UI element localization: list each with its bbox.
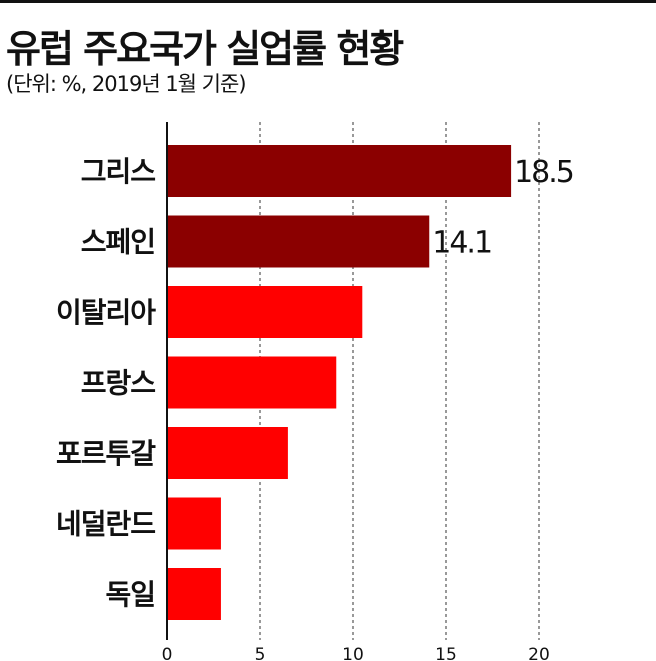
bar-0 (167, 145, 512, 197)
x-tick-label: 15 (435, 645, 457, 661)
category-label: 스페인 (81, 226, 155, 259)
data-label: 18.5 (514, 155, 573, 190)
category-label: 그리스 (81, 155, 156, 188)
chart-subtitle: (단위: %, 2019년 1월 기준) (6, 72, 247, 96)
x-tick-label: 5 (255, 645, 266, 661)
x-tick-label: 0 (162, 645, 173, 661)
x-tick-label: 20 (528, 645, 550, 661)
x-tick-label: 10 (342, 645, 364, 661)
chart-title: 유럽 주요국가 실업률 현황 (6, 27, 404, 71)
bar-2 (167, 286, 363, 338)
category-label: 프랑스 (81, 367, 156, 400)
top-rule (0, 0, 656, 3)
bar-4 (167, 427, 288, 479)
category-label: 이탈리아 (56, 296, 156, 329)
category-label: 독일 (105, 578, 155, 611)
bar-6 (167, 568, 221, 620)
bar-1 (167, 215, 430, 268)
bar-5 (167, 497, 221, 550)
bar-3 (167, 356, 337, 409)
category-label: 포르투갈 (56, 437, 156, 470)
data-label: 14.1 (432, 226, 491, 261)
category-label: 네덜란드 (56, 508, 155, 541)
